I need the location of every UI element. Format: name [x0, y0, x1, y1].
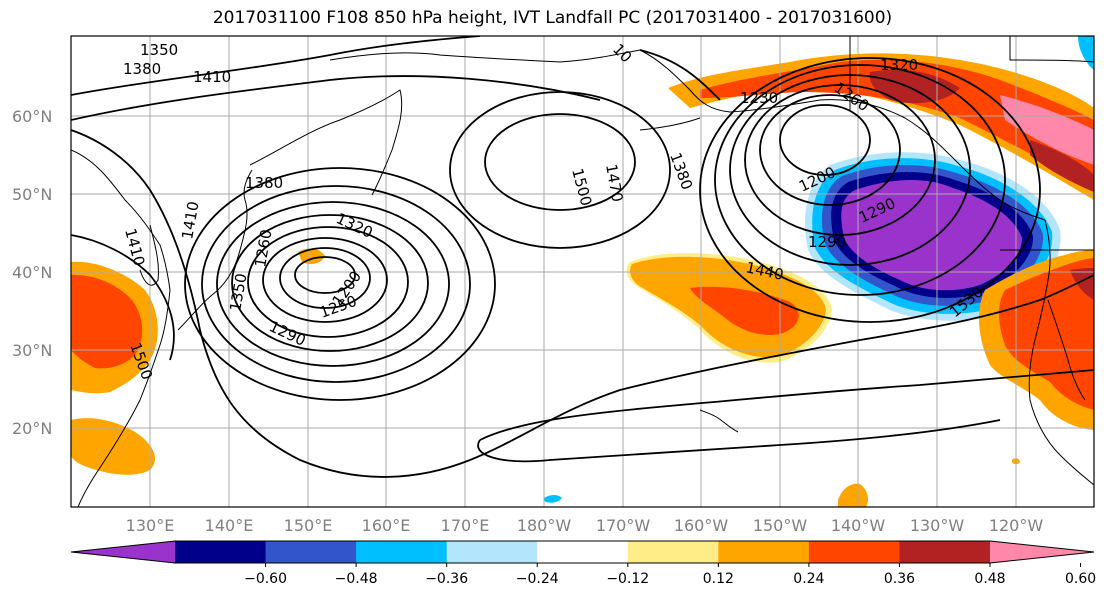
ivt-negative-small: [544, 495, 562, 503]
colorbar-segment: [175, 541, 267, 563]
contour-low-3: [262, 237, 388, 323]
ivt-positive-alaska-max: [869, 69, 1094, 192]
lon-label-150e: 150°E: [284, 516, 333, 535]
ivt-positive-alaska-pink: [1000, 95, 1094, 165]
lon-label-180w: 180°W: [517, 516, 572, 535]
colorbar-tick-label: 0.48: [974, 571, 1005, 587]
lon-label-170e: 170°E: [441, 516, 490, 535]
colorbar-outline: [70, 540, 1095, 564]
colorbar-segment: [808, 541, 900, 563]
colorbar-tick-label: −0.24: [516, 571, 559, 587]
contour-label-1230: 1230: [740, 89, 778, 107]
lat-label-40n: 40°N: [12, 263, 52, 282]
contour-low-4: [247, 226, 409, 338]
colorbar: −0.60 −0.48 −0.36 −0.24 −0.12 0.12 0.24 0.36 0.4…: [70, 540, 1096, 587]
contour-broad-7: [639, 49, 721, 101]
ivt-positive-southchina: [71, 418, 155, 475]
latitude-labels: 60°N 50°N 40°N 30°N 20°N: [12, 107, 52, 438]
map-title: 2017031100 F108 850 hPa height, IVT Land…: [212, 8, 893, 28]
contour-gulf-5: [714, 64, 1006, 296]
contour-low-7: [201, 185, 471, 383]
colorbar-tick-label: 0.36: [884, 571, 915, 587]
lat-label-50n: 50°N: [12, 185, 52, 204]
contour-label-1380-west: 1380: [245, 174, 283, 192]
contour-broad-2: [71, 75, 601, 121]
colorbar-tick-label: −0.48: [335, 571, 378, 587]
contour-low-5: [231, 214, 429, 352]
contour-label-1410: 1410: [193, 68, 231, 86]
longitude-labels: 130°E 140°E 150°E 160°E 170°E 180°W 170°…: [126, 516, 1044, 535]
ivt-positive-kamchatka-small: [298, 248, 325, 264]
lon-label-160e: 160°E: [362, 516, 411, 535]
lon-label-120w: 120°W: [989, 516, 1044, 535]
contour-gulf-2: [759, 94, 901, 206]
lon-label-140e: 140°E: [205, 516, 254, 535]
colorbar-segment: [627, 541, 719, 563]
coastline-hawaii: [699, 409, 739, 433]
lon-label-130e: 130°E: [126, 516, 175, 535]
ivt-positive-central-red: [690, 286, 799, 336]
contour-label-1350: 1350: [140, 41, 178, 59]
lon-label-170w: 170°W: [596, 516, 651, 535]
coastline-alaska: [639, 49, 1046, 221]
contour-broad-4: [479, 369, 1094, 441]
coastline-aleutians: [639, 117, 701, 131]
contour-broad-1: [71, 36, 481, 96]
colorbar-tick-label: 0.12: [703, 571, 734, 587]
contour-label-1350-gulf: 1290: [808, 233, 846, 251]
contour-high-1: [484, 113, 636, 211]
height-contours: [71, 36, 1094, 478]
contour-broad-5: [477, 419, 1001, 463]
colorbar-tick-label: 0.60: [1065, 571, 1096, 587]
contour-broad-3: [71, 129, 1094, 478]
colorbar-tick-label: −0.60: [244, 571, 287, 587]
lon-label-130w: 130°W: [910, 516, 965, 535]
contour-low-1: [294, 256, 356, 294]
lat-label-60n: 60°N: [12, 107, 52, 126]
colorbar-segment: [356, 541, 448, 563]
coastline-japan: [177, 169, 253, 331]
contour-low-2: [279, 247, 371, 309]
colorbar-segment: [537, 541, 629, 563]
lon-label-140w: 140°W: [831, 516, 886, 535]
contour-gulf-1: [779, 104, 871, 176]
coastline-baja: [1047, 299, 1086, 401]
colorbar-tick-label: −0.12: [606, 571, 649, 587]
contour-gulf-4: [729, 74, 971, 266]
coastline-asia: [71, 149, 171, 507]
contour-label-1380: 1380: [123, 60, 161, 78]
ivt-positive-south-small: [838, 483, 868, 507]
coastline-siberia: [329, 49, 641, 63]
contour-gulf-6: [699, 57, 1041, 323]
colorbar-segment: [899, 541, 991, 563]
lat-label-20n: 20°N: [12, 419, 52, 438]
ivt-positive-eastasia-red: [71, 274, 143, 369]
colorbar-segment: [446, 541, 538, 563]
lon-label-160w: 160°W: [674, 516, 729, 535]
colorbar-tick-label: 0.24: [793, 571, 824, 587]
lat-label-30n: 30°N: [12, 341, 52, 360]
coastline-na-west: [1028, 219, 1094, 486]
colorbar-extend-high: [990, 541, 1094, 563]
colorbar-segment: [718, 541, 810, 563]
colorbar-tick-label: −0.36: [425, 571, 468, 587]
contour-broad-6: [71, 234, 175, 361]
map-frame: [70, 35, 1095, 508]
contour-low-8: [184, 167, 496, 401]
contour-label-1320: 1320: [880, 56, 918, 74]
coastline-korea: [139, 224, 159, 286]
coastlines: [71, 36, 1094, 507]
contour-gulf-3: [744, 84, 936, 236]
ivt-positive-westcoast-dark: [1070, 268, 1094, 300]
colorbar-extend-low: [71, 541, 175, 563]
ivt-shading: [71, 36, 1094, 507]
coastline-kamchatka: [249, 89, 403, 196]
contour-low-6: [216, 201, 450, 367]
colorbar-segment: [265, 541, 357, 563]
ivt-positive-alaska-core: [700, 59, 1094, 185]
lon-label-150w: 150°W: [753, 516, 808, 535]
ivt-negative-purple: [841, 179, 1022, 291]
